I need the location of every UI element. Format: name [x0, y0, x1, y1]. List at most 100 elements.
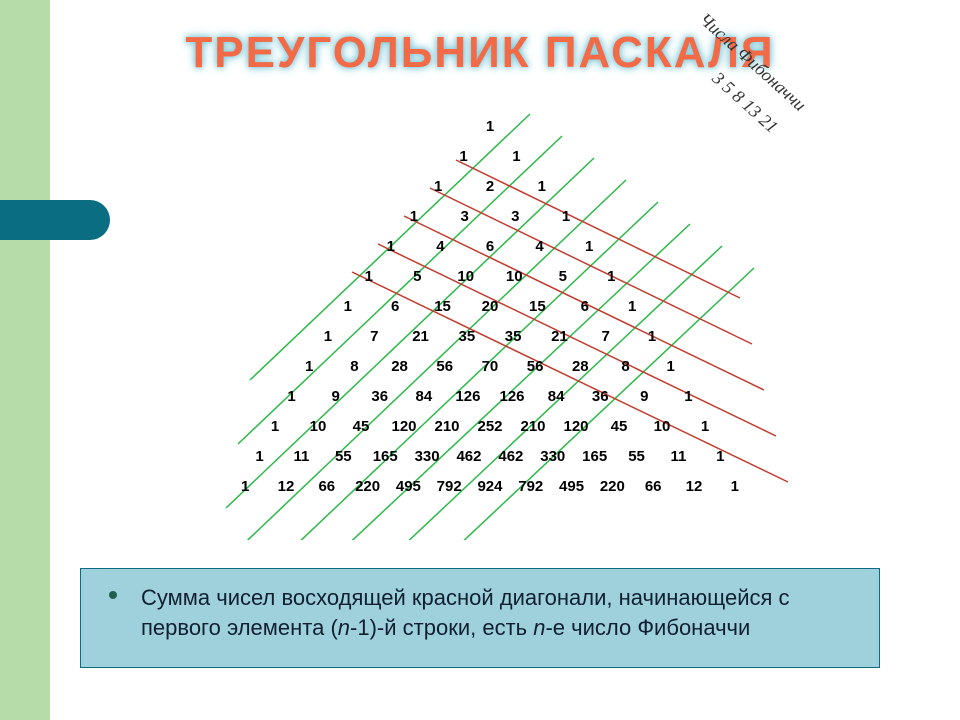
triangle-cell: 36	[578, 388, 622, 405]
triangle-cell: 66	[633, 478, 674, 495]
triangle-cell: 35	[490, 328, 536, 345]
triangle-cell: 1	[254, 418, 297, 435]
triangle-cell: 120	[555, 418, 598, 435]
triangle-cell: 36	[358, 388, 402, 405]
triangle-cell: 210	[512, 418, 555, 435]
triangle-cell: 220	[347, 478, 388, 495]
triangle-cell: 1	[699, 448, 741, 465]
triangle-cell: 792	[429, 478, 470, 495]
triangle-cell: 792	[510, 478, 551, 495]
triangle-cell: 4	[515, 238, 565, 255]
triangle-row: 11	[437, 148, 543, 165]
triangle-cell: 15	[514, 298, 561, 315]
triangle-cell: 1	[516, 178, 568, 195]
triangle-cell: 330	[406, 448, 448, 465]
triangle-cell: 330	[532, 448, 574, 465]
triangle-cell: 70	[467, 358, 512, 375]
triangle-cell: 2	[464, 178, 516, 195]
triangle-cell: 1	[541, 208, 592, 225]
triangle-cell: 1	[412, 178, 464, 195]
triangle-cell: 55	[616, 448, 658, 465]
slide: ТРЕУГОЛЬНИК ПАСКАЛЯ Числа Фибоначчи 3 5 …	[0, 0, 960, 720]
triangle-cell: 7	[583, 328, 629, 345]
italic-n: n	[338, 615, 350, 640]
triangle-cell: 1	[629, 328, 675, 345]
italic-n: n	[533, 615, 545, 640]
triangle-cell: 1	[239, 448, 281, 465]
text-frag: -е число Фибоначчи	[545, 615, 750, 640]
triangle-cell: 45	[598, 418, 641, 435]
triangle-cell: 165	[364, 448, 406, 465]
triangle-cell: 28	[558, 358, 603, 375]
triangle-cell: 1	[287, 358, 332, 375]
triangle-cell: 9	[314, 388, 358, 405]
triangle-cell: 462	[448, 448, 490, 465]
triangle-cell: 45	[340, 418, 383, 435]
triangle-cell: 21	[397, 328, 443, 345]
triangle-cell: 1	[463, 118, 517, 135]
triangle-cell: 1	[389, 208, 440, 225]
triangle-row: 18285670562881	[287, 358, 694, 375]
text-frag: -1)-й строки, есть	[350, 615, 533, 640]
triangle-cell: 5	[393, 268, 442, 285]
triangle-row: 1	[463, 118, 517, 135]
triangle-cell: 924	[470, 478, 511, 495]
page-title: ТРЕУГОЛЬНИК ПАСКАЛЯ	[0, 28, 960, 78]
triangle-cell: 12	[266, 478, 307, 495]
triangle-cell: 10	[442, 268, 491, 285]
triangle-cell: 84	[402, 388, 446, 405]
triangle-cell: 9	[622, 388, 666, 405]
triangle-cell: 5	[539, 268, 588, 285]
triangle-cell: 1	[714, 478, 755, 495]
triangle-cell: 3	[490, 208, 541, 225]
triangle-cell: 1	[666, 388, 710, 405]
triangle-cell: 1	[324, 298, 371, 315]
triangle-row: 172135352171	[305, 328, 675, 345]
left-stripe	[0, 0, 50, 720]
triangle-cell: 495	[551, 478, 592, 495]
triangle-row: 1104512021025221012045101	[254, 418, 727, 435]
triangle-cell: 1	[684, 418, 727, 435]
pascal-triangle-diagram: Числа Фибоначчи 3 5 8 13 21 111121133114…	[130, 110, 850, 540]
triangle-cell: 220	[592, 478, 633, 495]
triangle-cell: 11	[280, 448, 322, 465]
triangle-cell: 1	[225, 478, 266, 495]
triangle-row: 14641	[366, 238, 614, 255]
triangle-cell: 126	[490, 388, 534, 405]
triangle-cell: 210	[426, 418, 469, 435]
triangle-cell: 1	[437, 148, 490, 165]
diagonal-lines	[130, 110, 850, 540]
triangle-cell: 10	[297, 418, 340, 435]
triangle-cell: 120	[383, 418, 426, 435]
triangle-cell: 1	[648, 358, 693, 375]
triangle-cell: 6	[465, 238, 515, 255]
triangle-cell: 28	[377, 358, 422, 375]
triangle-cell: 1	[305, 328, 351, 345]
triangle-cell: 1	[490, 148, 543, 165]
triangle-row: 1331	[389, 208, 592, 225]
triangle-cell: 6	[561, 298, 608, 315]
triangle-cell: 10	[490, 268, 539, 285]
triangle-cell: 6	[371, 298, 418, 315]
triangle-cell: 56	[422, 358, 467, 375]
triangle-cell: 495	[388, 478, 429, 495]
triangle-cell: 35	[444, 328, 490, 345]
triangle-cell: 1	[587, 268, 636, 285]
triangle-cell: 8	[603, 358, 648, 375]
triangle-cell: 165	[574, 448, 616, 465]
triangle-cell: 21	[536, 328, 582, 345]
triangle-cell: 1	[345, 268, 394, 285]
description-box: Сумма чисел восходящей красной диагонали…	[80, 568, 880, 668]
triangle-cell: 12	[674, 478, 715, 495]
description-text: Сумма чисел восходящей красной диагонали…	[141, 583, 861, 642]
triangle-cell: 7	[351, 328, 397, 345]
triangle-cell: 8	[332, 358, 377, 375]
triangle-cell: 252	[469, 418, 512, 435]
triangle-cell: 1	[564, 238, 614, 255]
accent-pill	[0, 200, 110, 240]
triangle-cell: 20	[466, 298, 513, 315]
triangle-cell: 3	[439, 208, 490, 225]
triangle-cell: 66	[306, 478, 347, 495]
triangle-row: 1115516533046246233016555111	[239, 448, 742, 465]
triangle-row: 15101051	[345, 268, 636, 285]
